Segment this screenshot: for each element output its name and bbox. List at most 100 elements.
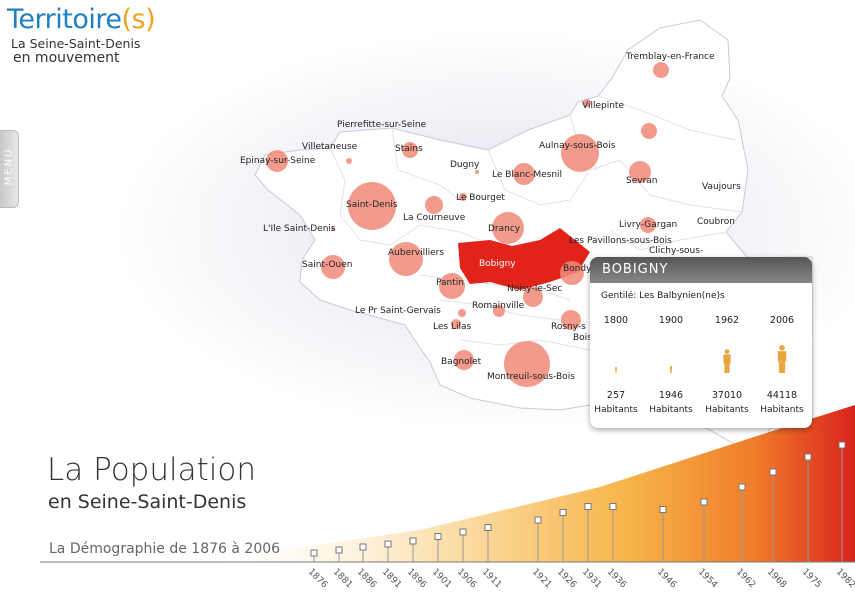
label-commune[interactable]: Dugny bbox=[450, 160, 480, 170]
timeline-year-label[interactable]: 1886 bbox=[355, 567, 378, 590]
popup-population: 257 bbox=[606, 390, 626, 401]
label-commune[interactable]: Tremblay-en-France bbox=[626, 52, 715, 62]
date-range-label: La Démographie de 1876 à 2006 bbox=[49, 541, 281, 557]
label-commune[interactable]: Rosny-s bbox=[551, 322, 586, 332]
timeline-marker[interactable] bbox=[409, 537, 417, 545]
timeline-marker[interactable] bbox=[738, 483, 746, 491]
label-commune[interactable]: Epinay-sur-Seine bbox=[240, 156, 316, 166]
timeline-year-label[interactable]: 1896 bbox=[405, 567, 428, 590]
timeline-year-label[interactable]: 1906 bbox=[455, 567, 478, 590]
timeline-year-label[interactable]: 1931 bbox=[580, 567, 603, 590]
timeline-marker[interactable] bbox=[434, 533, 442, 540]
timeline-marker[interactable] bbox=[559, 509, 567, 516]
timeline-marker[interactable] bbox=[384, 540, 392, 548]
popup-year: 2006 bbox=[769, 315, 795, 326]
page-subtitle: en Seine-Saint-Denis bbox=[48, 491, 247, 513]
label-commune[interactable]: Drancy bbox=[488, 224, 521, 234]
label-commune[interactable]: Le Pr Saint-Gervais bbox=[355, 306, 441, 316]
timeline-year-label[interactable]: 1968 bbox=[765, 567, 788, 590]
bubble-saint-ouen bbox=[321, 255, 345, 279]
timeline-year-label[interactable]: 1982 bbox=[834, 567, 855, 590]
bubble-saint-denis bbox=[348, 182, 396, 230]
timeline-marker[interactable] bbox=[659, 506, 667, 513]
timeline-year-label[interactable]: 1921 bbox=[530, 567, 553, 590]
timeline-marker[interactable] bbox=[609, 503, 617, 510]
timeline-year-label[interactable]: 1926 bbox=[555, 567, 578, 590]
timeline-marker[interactable] bbox=[359, 543, 367, 551]
bubble-la-courneuve bbox=[425, 196, 443, 214]
timeline-year-label[interactable]: 1911 bbox=[480, 567, 503, 590]
bubble-rosny bbox=[561, 310, 581, 330]
label-commune[interactable]: Montreuil-sous-Bois bbox=[487, 372, 575, 382]
timeline-marker[interactable] bbox=[700, 498, 708, 506]
timeline-marker[interactable] bbox=[584, 503, 592, 510]
timeline-marker[interactable] bbox=[769, 468, 777, 476]
popup-year: 1900 bbox=[658, 315, 684, 326]
menu-tab[interactable]: MENU bbox=[0, 130, 19, 208]
label-commune[interactable]: Bagnolet bbox=[441, 357, 482, 367]
bubble-aulnay bbox=[561, 134, 599, 172]
timeline-year-label[interactable]: 1975 bbox=[800, 567, 823, 590]
site-logo[interactable]: Territoire(s) La Seine-Saint-Denis en mo… bbox=[7, 4, 156, 66]
timeline-marker[interactable] bbox=[484, 524, 492, 531]
timeline-year-label[interactable]: 1962 bbox=[734, 567, 757, 590]
person-figure-icon bbox=[723, 349, 731, 373]
label-commune[interactable]: Livry-Gargan bbox=[619, 220, 678, 230]
timeline-year-label[interactable]: 1936 bbox=[605, 567, 628, 590]
label-commune[interactable]: Clichy-sous- bbox=[649, 246, 704, 256]
bubble-villetaneuse bbox=[346, 158, 352, 164]
label-commune[interactable]: Noisy-le-Sec bbox=[507, 284, 563, 294]
label-commune[interactable]: Stains bbox=[395, 144, 423, 154]
label-commune[interactable]: Sevran bbox=[626, 176, 658, 186]
person-figure-icon bbox=[777, 345, 787, 373]
timeline-marker[interactable] bbox=[534, 516, 542, 524]
popup-unit: Habitants bbox=[705, 405, 749, 415]
label-commune[interactable]: Villepinte bbox=[582, 101, 624, 111]
bubble-blanc-mesnil bbox=[513, 163, 535, 185]
commune-bobigny-shape[interactable] bbox=[458, 228, 590, 290]
label-commune[interactable]: Les Pavillons-sous-Bois bbox=[569, 236, 672, 246]
timeline-marker[interactable] bbox=[838, 441, 846, 449]
bubble-sevran bbox=[641, 123, 657, 139]
label-commune[interactable]: Bois bbox=[573, 333, 592, 343]
label-commune[interactable]: Le Blanc-Mesnil bbox=[492, 170, 563, 180]
label-commune[interactable]: Pantin bbox=[436, 278, 464, 288]
bubble-epinay bbox=[266, 150, 288, 172]
label-commune[interactable]: Vaujours bbox=[702, 182, 741, 192]
bubble-livry bbox=[640, 217, 656, 233]
label-commune[interactable]: La Courneuve bbox=[403, 213, 466, 223]
label-commune[interactable]: Romainville bbox=[472, 301, 525, 311]
timeline-marker[interactable] bbox=[310, 549, 318, 557]
commune-info-popup[interactable]: BOBIGNY Gentilé: Les Balbynien(ne)s 1800… bbox=[590, 257, 812, 428]
label-commune[interactable]: Aulnay-sous-Bois bbox=[539, 141, 616, 151]
page-title: La Population bbox=[47, 452, 256, 488]
bubble-noisy bbox=[523, 287, 543, 307]
timeline-marker[interactable] bbox=[804, 453, 812, 461]
popup-population: 1946 bbox=[658, 390, 684, 401]
label-commune[interactable]: Les Lilas bbox=[433, 322, 472, 332]
bubble-bondy bbox=[560, 261, 584, 285]
label-commune[interactable]: Coubron bbox=[697, 217, 735, 227]
bubble-les-lilas bbox=[451, 319, 461, 329]
timeline-year-label[interactable]: 1954 bbox=[696, 567, 719, 590]
label-commune[interactable]: Saint-Ouen bbox=[302, 260, 353, 270]
label-commune[interactable]: Saint-Denis bbox=[346, 200, 398, 210]
label-commune[interactable]: Bondy bbox=[563, 264, 592, 274]
timeline-marker[interactable] bbox=[335, 546, 343, 554]
label-commune[interactable]: Villetaneuse bbox=[302, 142, 358, 152]
popup-population: 37010 bbox=[711, 390, 743, 401]
timeline-marker[interactable] bbox=[459, 528, 467, 536]
label-commune[interactable]: L'Ile Saint-Denis bbox=[263, 224, 336, 234]
popup-unit: Habitants bbox=[649, 405, 693, 415]
timeline-year-label[interactable]: 1881 bbox=[331, 567, 354, 590]
timeline-year-label[interactable]: 1901 bbox=[430, 567, 453, 590]
bubble-villepinte bbox=[583, 99, 591, 107]
label-commune[interactable]: Le Bourget bbox=[456, 193, 505, 203]
label-commune[interactable]: Pierrefitte-sur-Seine bbox=[337, 120, 427, 130]
label-commune[interactable]: Aubervilliers bbox=[388, 248, 445, 258]
timeline-year-label[interactable]: 1891 bbox=[380, 567, 403, 590]
timeline-year-label[interactable]: 1876 bbox=[306, 567, 329, 590]
bubble-stains bbox=[402, 142, 418, 158]
label-commune-selected[interactable]: Bobigny bbox=[479, 259, 516, 269]
timeline-year-label[interactable]: 1946 bbox=[655, 567, 678, 590]
